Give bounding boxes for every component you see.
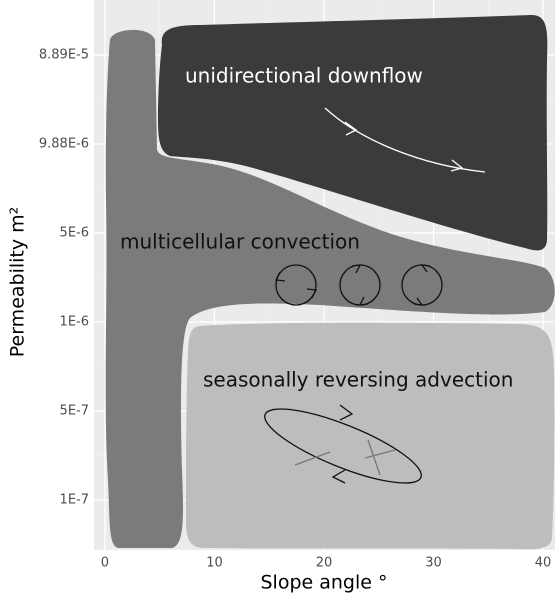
region-shape [186,322,555,550]
arrow-head [344,121,464,172]
flow-arrow [324,107,486,173]
flow-icons [264,107,486,484]
x-tick-label: 20 [316,556,333,571]
y-tick-label: 1E-6 [60,315,89,330]
x-tick-label: 10 [206,556,223,571]
y-tick-label: 9.88E-6 [39,137,89,152]
region-shape [158,14,548,251]
x-tick-label: 40 [535,556,552,571]
advection-loop [264,408,422,484]
region-label: unidirectional downflow [185,64,423,88]
y-tick-label: 1E-7 [60,493,89,508]
x-axis-title: Slope angle ° [260,572,387,594]
y-tick-label: 8.89E-5 [39,48,89,63]
ice-lens [294,439,396,476]
x-tick-label: 0 [101,556,109,571]
arrow-head [275,264,431,306]
region-shape [105,29,555,549]
x-tick-label: 30 [425,556,442,571]
region-label: seasonally reversing advection [203,368,513,392]
y-tick-label: 5E-6 [60,226,89,241]
region-label: multicellular convection [120,230,360,254]
y-axis-title: Permeability m² [7,207,29,358]
regions [105,14,555,550]
arrow-head [331,404,354,484]
convection-cell [275,264,317,306]
y-tick-label: 5E-7 [60,404,89,419]
